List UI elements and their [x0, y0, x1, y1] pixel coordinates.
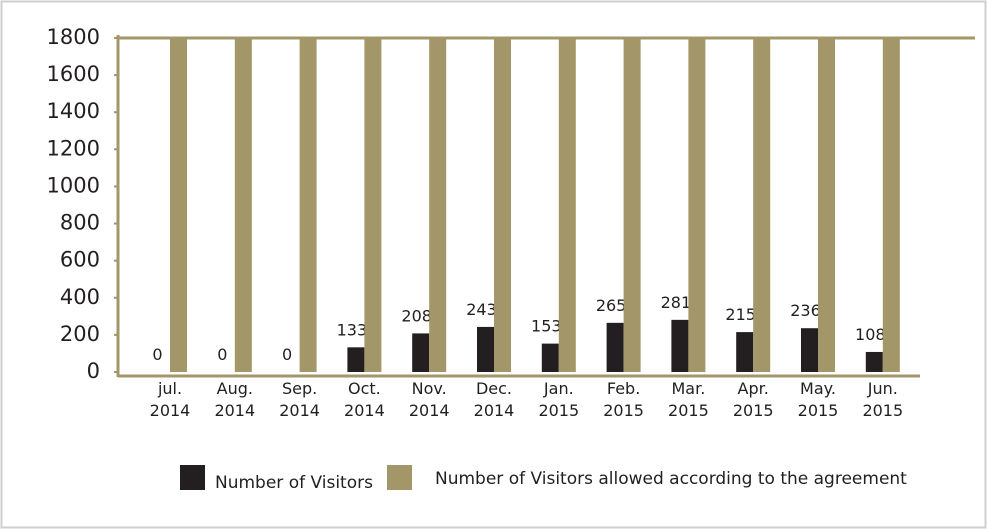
y-tick-label: 1600: [47, 62, 100, 86]
bar: [818, 38, 835, 372]
bar: [412, 333, 430, 372]
bar: [170, 38, 187, 372]
data-label: 153: [531, 317, 562, 336]
y-tick-label: 1800: [47, 25, 100, 49]
data-label: 236: [790, 301, 821, 320]
x-tick-label: Nov. 2014: [409, 379, 450, 420]
data-label: 0: [282, 345, 292, 364]
x-tick-label: Mar. 2015: [668, 379, 709, 420]
y-tick-label: 200: [60, 322, 100, 346]
bar: [882, 38, 900, 372]
legend-label: Number of Visitors: [215, 473, 373, 493]
bar: [364, 38, 382, 372]
data-label: 208: [401, 306, 432, 325]
data-label: 281: [661, 293, 692, 312]
data-label: 265: [596, 296, 627, 315]
data-label: 0: [152, 345, 162, 364]
bar: [736, 332, 754, 372]
data-label: 108: [855, 325, 886, 344]
bar: [688, 38, 706, 372]
bar: [801, 328, 818, 372]
x-tick-label: Feb. 2015: [603, 379, 644, 420]
legend-swatch: [180, 465, 205, 490]
y-tick-label: 1000: [47, 173, 100, 197]
bar: [347, 347, 365, 372]
x-tick-label: Jun. 2015: [862, 379, 903, 420]
x-tick-label: jul. 2014: [150, 379, 191, 420]
y-tick-label: 1200: [47, 136, 100, 160]
bar: [865, 351, 883, 372]
x-tick-label: Aug. 2014: [214, 379, 255, 420]
bar: [494, 38, 511, 372]
data-label: 133: [337, 320, 368, 339]
y-tick-label: 600: [60, 248, 100, 272]
y-tick-label: 800: [60, 211, 100, 235]
bar: [541, 343, 559, 372]
bar: [477, 326, 494, 372]
bar: [299, 38, 317, 372]
data-label: 0: [217, 345, 227, 364]
data-label: 215: [725, 305, 756, 324]
x-tick-label: May. 2015: [798, 379, 839, 420]
x-tick-label: Oct. 2014: [344, 379, 385, 420]
x-tick-label: Sep. 2014: [279, 379, 320, 420]
legend-label: Number of Visitors allowed according to …: [435, 469, 907, 489]
bar: [671, 319, 689, 372]
bar: [623, 38, 641, 372]
bar: [753, 38, 771, 372]
bar: [234, 38, 252, 372]
y-tick-label: 0: [87, 359, 100, 383]
x-tick-label: Apr. 2015: [733, 379, 774, 420]
bar: [558, 38, 576, 372]
bar: [429, 38, 447, 372]
x-tick-label: Dec. 2014: [474, 379, 515, 420]
data-label: 243: [466, 300, 497, 319]
y-tick-label: 400: [60, 285, 100, 309]
bar: [606, 322, 624, 372]
x-tick-label: Jan. 2015: [538, 379, 579, 420]
y-tick-label: 1400: [47, 99, 100, 123]
legend-swatch: [387, 465, 412, 490]
